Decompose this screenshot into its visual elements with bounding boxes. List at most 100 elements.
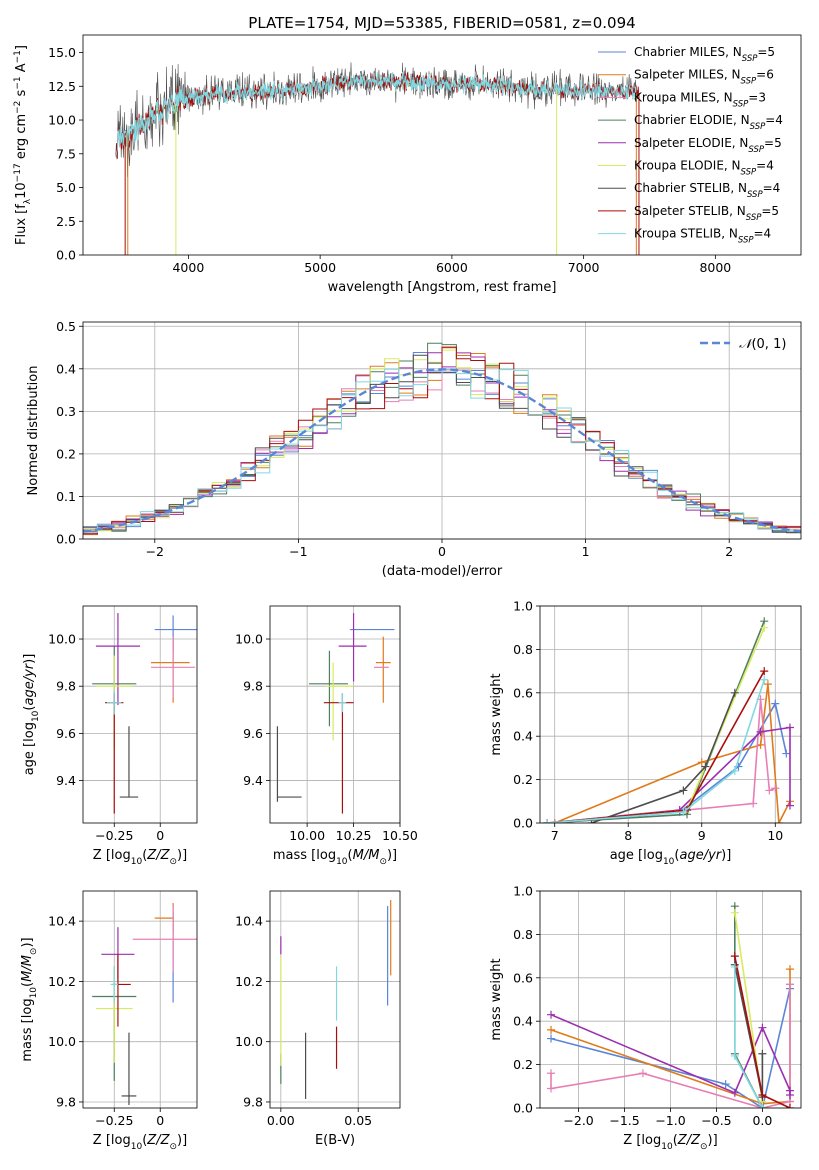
weight-marker [730, 908, 739, 917]
y-tick-label: 0.0 [56, 248, 76, 263]
weight-marker [758, 1090, 767, 1099]
y-tick-label: 0.1 [56, 489, 76, 504]
legend-sub: SSP [741, 77, 757, 87]
label-part: Z [146, 848, 157, 863]
spectrum-series-k_stelib [115, 71, 637, 158]
axes-frame [269, 890, 401, 1109]
label-part: / [686, 1133, 693, 1148]
legend-label: Kroupa STELIB, NSSP=4 [634, 227, 771, 246]
errorbar-c_elodie [309, 650, 348, 727]
x-axis-label: Z [log10(Z/Z⊙)] [93, 848, 187, 867]
legend-label: Salpeter MILES, NSSP=6 [634, 68, 774, 87]
legend-label: 𝒩(0, 1) [739, 337, 786, 352]
y-tick-label: 0.2 [513, 1057, 533, 1072]
weight-line [547, 679, 765, 823]
axes-frame [269, 605, 401, 824]
weight-marker [550, 819, 559, 823]
x-tick-label: 10.00 [289, 828, 325, 843]
label-part: ( [22, 706, 37, 711]
weight-marker [547, 1025, 556, 1034]
weight-line [547, 627, 765, 823]
axes-frame [82, 890, 198, 1109]
weight-marker [782, 749, 791, 758]
legend-suffix: =4 [765, 113, 783, 127]
plot-area [92, 903, 197, 1105]
x-tick-label: −1.5 [609, 1113, 639, 1128]
weight-marker [679, 786, 688, 795]
y-tick-label: 0.5 [56, 319, 76, 334]
y-tick-label: 0.8 [513, 642, 533, 657]
weight-marker [758, 1023, 767, 1032]
label-part: 10 [661, 1142, 673, 1152]
x-tick-label: 1 [582, 544, 590, 559]
label-part: ⊙ [169, 857, 177, 867]
y-tick-label: 12.5 [48, 79, 76, 94]
x-axis-label: mass [log10(M/M⊙)] [273, 848, 397, 867]
legend-label: Chabrier MILES, NSSP=5 [634, 45, 775, 64]
chart-mass_vs_ebv: 0.00 0.05 9.8 10.0 10.2 10.4 E(B-V) [235, 890, 401, 1148]
weight-line [591, 692, 736, 823]
x-tick-label: 9 [698, 828, 706, 843]
label-part: 10 [14, 182, 29, 199]
legend-name: Chabrier ELODIE, N [634, 113, 750, 127]
label-part: / [155, 848, 162, 863]
x-tick-label: 7 [551, 828, 559, 843]
weight-series-s_elodie [547, 1010, 794, 1099]
errorbar-s_miles [154, 903, 174, 934]
weight-marker [758, 1104, 767, 1108]
weight-marker [730, 1088, 739, 1097]
histogram-k_stelib [83, 368, 801, 533]
label-part: M [368, 848, 379, 863]
weight-marker [730, 766, 739, 775]
label-part: )] [22, 654, 37, 664]
weight-marker [785, 723, 794, 732]
label-part: ⊙ [29, 948, 39, 956]
weight-marker [758, 1049, 767, 1058]
plot-area [543, 617, 794, 823]
y-tick-label: 0.4 [513, 729, 533, 744]
axes-frame [82, 605, 198, 824]
x-tick-label: 7000 [568, 260, 600, 275]
errorbar-s_stelib [323, 693, 354, 814]
y-tick-label: 0.6 [513, 970, 533, 985]
label-part: ⊙ [169, 1142, 177, 1152]
y-axis-label: Flux [fλ10−17 erg cm−2 s−1 A−1] [13, 45, 33, 245]
legend-sub: SSP [748, 145, 764, 155]
label-part: −17 [13, 163, 23, 182]
plot-area [547, 902, 794, 1108]
label-part: ⊙ [379, 857, 387, 867]
label-part: Flux [ [14, 209, 29, 245]
y-tick-label: 0.2 [56, 446, 76, 461]
x-axis-label: wavelength [Angstrom, rest frame] [328, 280, 557, 295]
weight-marker [760, 675, 769, 684]
weight-series-k_elodie [730, 908, 767, 1106]
y-tick-label: 1.0 [513, 599, 533, 614]
x-tick-label: 10 [767, 828, 783, 843]
x-tick-label: 4000 [172, 260, 204, 275]
y-tick-label: 10.0 [48, 113, 76, 128]
x-tick-label: 0.0 [752, 1113, 772, 1128]
label-part: log [641, 1133, 661, 1148]
weight-marker [756, 727, 765, 736]
x-axis-label: Z [log10(Z/Z⊙)] [93, 1133, 187, 1152]
legend-sub: SSP [747, 190, 763, 200]
weight-marker [760, 667, 769, 676]
y-tick-label: 10.4 [48, 914, 76, 929]
label-part: log [20, 998, 35, 1018]
errorbar-k_stelib [106, 690, 122, 715]
x-tick-label: −2.0 [563, 1113, 593, 1128]
y-axis-label: Normed distribution [26, 366, 41, 496]
legend: 𝒩(0, 1) [700, 337, 786, 352]
legend-label: Salpeter ELODIE, NSSP=5 [634, 136, 782, 155]
weight-marker [547, 1034, 556, 1043]
label-part: ( [142, 848, 147, 863]
errorbar-k_stelib [110, 966, 118, 1003]
legend-name: Kroupa MILES, N [634, 90, 733, 104]
axes-frame [82, 34, 802, 256]
label-part: age [679, 848, 703, 863]
weight-marker [730, 688, 739, 697]
label-part: )] [177, 1133, 187, 1148]
y-tick-label: 10.2 [48, 974, 76, 989]
weight-series-c_stelib [587, 688, 739, 823]
legend-suffix: =5 [764, 136, 782, 150]
